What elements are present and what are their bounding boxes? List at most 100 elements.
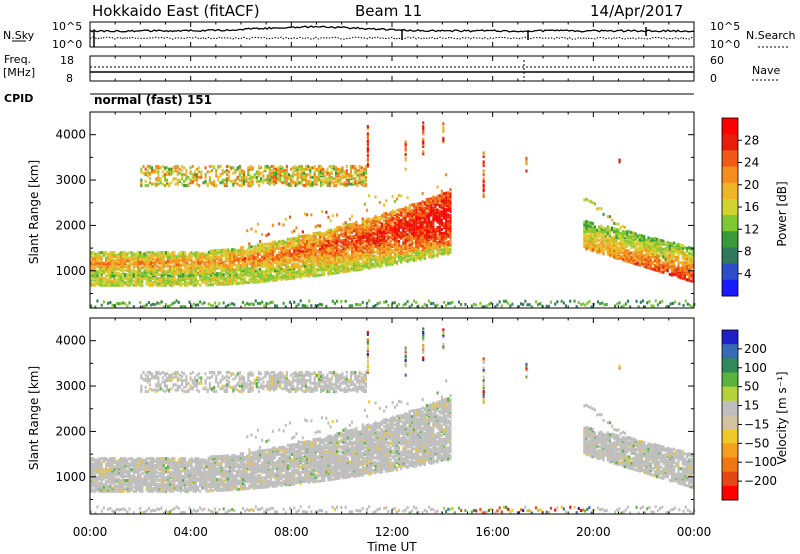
power-cell [149, 251, 152, 255]
noise-left-tick-top: 10^5 [52, 20, 82, 33]
power-cell [298, 181, 301, 185]
power-cell [327, 246, 330, 250]
power-cell [449, 214, 452, 217]
power-cell [398, 208, 401, 212]
power-cell [130, 278, 133, 282]
power-cell [410, 218, 413, 222]
power-cell [171, 268, 174, 272]
power-cell [357, 232, 360, 236]
power-cell [284, 240, 287, 244]
power-cell [333, 257, 336, 261]
power-cell [261, 247, 264, 251]
power-cell [596, 231, 599, 235]
power-cell [186, 255, 189, 259]
power-cell [294, 173, 297, 177]
power-cell [330, 164, 333, 168]
power-cell [398, 243, 401, 247]
power-cell [268, 166, 271, 170]
power-cell [139, 274, 142, 278]
power-cell [432, 254, 435, 258]
power-cell [105, 256, 108, 260]
power-cell [278, 240, 281, 244]
power-cell [389, 260, 392, 264]
power-cell [363, 235, 366, 239]
power-cell [141, 271, 144, 275]
power-cell [278, 251, 281, 254]
power-cell [194, 278, 197, 282]
power-cell [205, 282, 208, 286]
power-cell [92, 260, 95, 264]
power-cell [214, 261, 217, 265]
power-cell [436, 185, 439, 189]
power-cell [293, 241, 296, 245]
power-cell [430, 228, 433, 232]
power-cell [255, 175, 258, 179]
power-cell [157, 173, 160, 177]
power-cell [216, 254, 219, 258]
power-cell [608, 236, 611, 240]
power-cell [360, 166, 363, 170]
power-cell [363, 263, 366, 267]
power-cell [92, 263, 95, 267]
power-cell [596, 228, 599, 232]
power-cell [231, 282, 234, 286]
power-cell [343, 181, 346, 185]
power-cell [201, 252, 204, 256]
power-cell [604, 245, 607, 248]
power-cell [366, 246, 369, 250]
power-cell [368, 224, 371, 228]
power-cell [244, 277, 247, 281]
power-cell [340, 262, 343, 266]
power-cell [291, 252, 294, 256]
power-cell [245, 178, 248, 182]
power-cell [355, 220, 358, 224]
power-cell [583, 198, 586, 202]
power-cell [404, 236, 407, 239]
power-cell [222, 282, 225, 286]
power-cell [306, 213, 309, 217]
power-cell [591, 201, 594, 205]
power-cell [258, 184, 261, 187]
power-cell [363, 250, 366, 254]
power-cell [248, 248, 251, 252]
power-cell [417, 211, 420, 215]
power-cell [160, 253, 163, 257]
power-cell [235, 252, 238, 255]
power-cell [247, 170, 250, 174]
power-cell [333, 230, 336, 234]
power-cell [329, 249, 332, 252]
power-cell [278, 266, 281, 269]
power-cell [443, 215, 446, 219]
power-cell [263, 259, 266, 263]
power-cell [144, 171, 147, 175]
power-cell [197, 260, 200, 264]
power-cell [366, 208, 369, 212]
power-cell [583, 243, 586, 247]
power-cell [190, 251, 193, 255]
power-cell [288, 266, 291, 270]
power-cell [209, 256, 212, 260]
power-cell [189, 178, 192, 182]
power-cell [395, 230, 398, 234]
power-cell [421, 234, 424, 238]
power-cell [355, 223, 358, 227]
power-cell [140, 178, 143, 182]
power-cell [336, 213, 339, 217]
power-cell [323, 262, 326, 266]
power-cell [378, 233, 381, 237]
power-cell [124, 281, 127, 285]
power-cell [410, 221, 413, 225]
power-cell [162, 251, 165, 255]
power-cell [415, 220, 418, 224]
power-cell [376, 262, 379, 266]
power-cell [163, 166, 166, 170]
power-cell [291, 246, 294, 250]
power-cell [282, 239, 285, 243]
power-cell [400, 213, 403, 217]
power-cell [203, 255, 206, 258]
power-cell [447, 191, 450, 195]
power-cell [248, 267, 251, 271]
power-cell [362, 182, 365, 186]
power-cell [352, 177, 355, 181]
power-cell [408, 223, 411, 226]
